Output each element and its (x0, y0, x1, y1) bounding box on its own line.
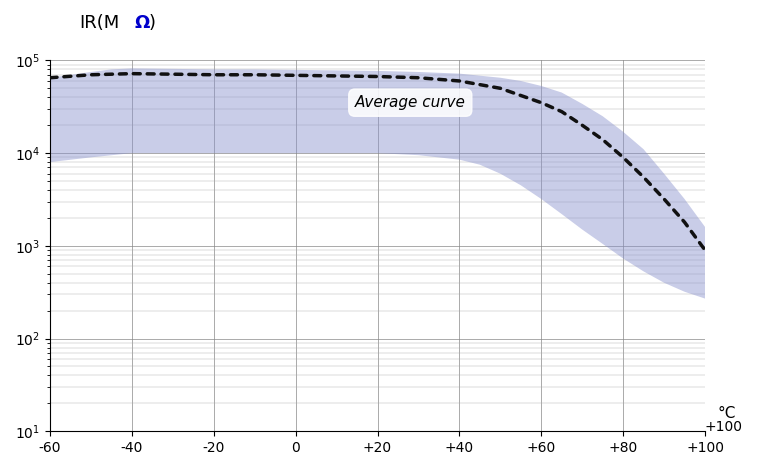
Text: °C: °C (717, 406, 736, 421)
Text: ): ) (149, 14, 155, 32)
Polygon shape (50, 69, 705, 298)
Text: Average curve: Average curve (355, 95, 465, 110)
Text: IR(M: IR(M (80, 14, 120, 32)
Text: +100: +100 (705, 420, 743, 434)
Text: Ω: Ω (135, 14, 150, 32)
